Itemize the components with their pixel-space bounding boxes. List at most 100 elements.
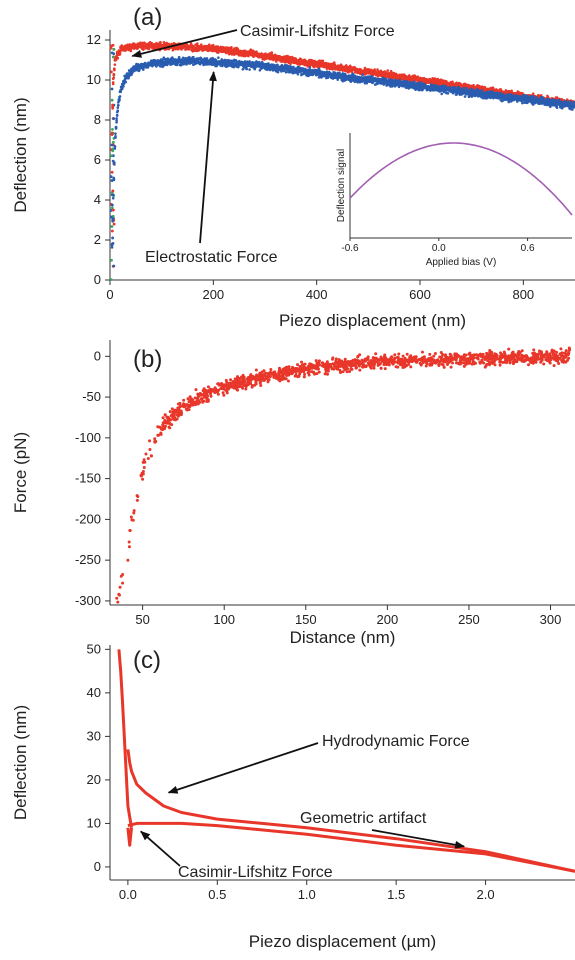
data-point: [155, 65, 158, 68]
data-point: [245, 67, 249, 71]
approach-point: [110, 170, 114, 174]
annotation-electrostatic: Electrostatic Force: [145, 249, 278, 266]
data-point: [111, 193, 115, 197]
data-point: [118, 51, 122, 55]
approach-point: [110, 98, 114, 102]
data-point: [114, 135, 117, 138]
data-point: [205, 57, 209, 60]
data-point: [217, 56, 220, 59]
data-point: [463, 95, 467, 98]
data-point: [117, 103, 120, 107]
data-point: [111, 106, 114, 109]
y-axis-label: Deflection (nm): [11, 97, 30, 212]
data-point: [114, 125, 118, 129]
data-point: [110, 133, 114, 136]
data-point: [446, 92, 450, 95]
data-point: [448, 85, 451, 89]
data-point: [118, 95, 122, 98]
y-tick-label: 12: [87, 32, 101, 47]
data-point: [111, 196, 115, 200]
casimir-series: [110, 40, 575, 136]
approach-point: [112, 48, 116, 51]
data-point: [248, 68, 251, 71]
data-point: [112, 177, 116, 181]
x-tick-label: 600: [409, 287, 431, 302]
data-point: [124, 80, 128, 84]
inset-x-axis-label: Applied bias (V): [426, 257, 497, 268]
approach-point: [110, 154, 113, 158]
approach-point: [109, 70, 113, 74]
approach-point: [111, 236, 115, 240]
x-axis-label: Piezo displacement (nm): [279, 311, 466, 330]
approach-point: [112, 55, 115, 59]
data-point: [270, 51, 274, 54]
data-point: [321, 59, 325, 63]
data-point: [112, 76, 116, 79]
data-point: [386, 69, 390, 72]
data-point: [317, 76, 321, 79]
approach-point: [110, 206, 114, 210]
data-point: [440, 92, 444, 96]
data-point: [286, 54, 289, 58]
inset-x-tick-label: 0.6: [521, 243, 535, 254]
data-point: [122, 85, 125, 88]
data-point: [181, 56, 185, 60]
data-point: [442, 84, 445, 88]
y-tick-label: 0: [94, 272, 101, 287]
approach-point: [111, 189, 115, 193]
data-point: [288, 55, 292, 59]
approach-point: [110, 143, 114, 147]
data-point: [521, 101, 524, 105]
data-point: [113, 68, 116, 72]
data-point: [115, 114, 119, 117]
approach-point: [112, 264, 116, 268]
x-tick-label: 0: [106, 287, 113, 302]
approach-point: [109, 278, 113, 281]
data-point: [230, 46, 233, 49]
data-point: [241, 67, 245, 71]
data-point: [571, 108, 574, 111]
y-tick-label: 4: [94, 192, 101, 207]
x-tick-label: 800: [512, 287, 534, 302]
approach-point: [112, 117, 116, 121]
data-point: [236, 47, 239, 51]
data-point: [112, 73, 116, 77]
approach-point: [111, 208, 115, 212]
data-point: [332, 61, 336, 64]
inset-x-tick-label: -0.6: [341, 243, 359, 254]
data-point: [296, 72, 300, 76]
inset-x-tick-label: 0.0: [432, 243, 446, 254]
data-point: [199, 43, 203, 46]
approach-point: [111, 154, 115, 158]
data-point: [284, 70, 288, 74]
approach-point: [109, 175, 113, 179]
data-point: [110, 246, 114, 249]
data-point: [111, 81, 115, 84]
data-point: [113, 161, 116, 165]
panel-label: (a): [133, 4, 162, 31]
approach-point: [111, 214, 115, 218]
approach-point: [110, 225, 114, 228]
data-point: [480, 89, 484, 92]
data-point: [110, 243, 114, 247]
data-point: [531, 92, 535, 96]
approach-point: [110, 203, 114, 207]
data-point: [142, 68, 145, 71]
approach-point: [111, 127, 114, 131]
x-tick-label: 200: [202, 287, 224, 302]
panel-b-chart: 50 100 150 200 250 300-300-250-200-150-100-50…: [11, 340, 575, 647]
approach-point: [110, 258, 113, 262]
data-point: [232, 53, 236, 56]
data-point: [308, 66, 312, 69]
data-point: [165, 41, 168, 45]
data-point: [116, 109, 120, 113]
data-point: [465, 87, 469, 90]
data-point: [221, 46, 225, 49]
inset-curve: [349, 142, 573, 216]
data-point: [558, 98, 561, 102]
data-point: [118, 98, 121, 102]
approach-point: [109, 46, 113, 50]
